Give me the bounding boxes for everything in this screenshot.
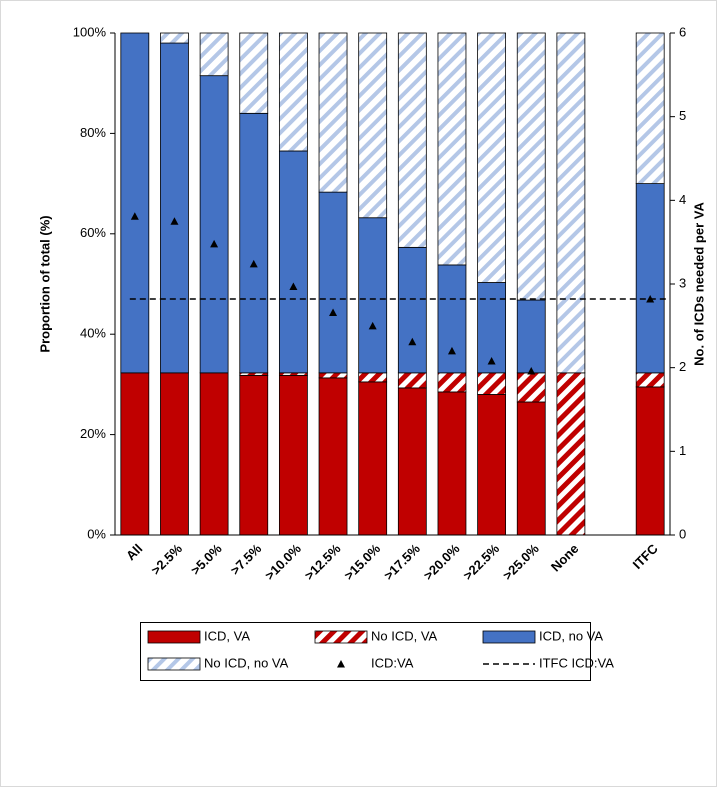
legend-label: ICD:VA bbox=[371, 655, 414, 670]
bar-segment bbox=[199, 372, 229, 536]
legend-swatch bbox=[314, 630, 368, 644]
marker bbox=[289, 282, 298, 291]
marker bbox=[487, 356, 496, 365]
bar-segment bbox=[635, 372, 665, 388]
bar-segment bbox=[318, 372, 348, 379]
bar-segment bbox=[516, 32, 546, 301]
bar-segment bbox=[516, 401, 546, 536]
y2-tick-label: 4 bbox=[679, 192, 686, 207]
legend-swatch bbox=[482, 630, 536, 644]
bar-segment bbox=[397, 32, 427, 248]
bar-segment bbox=[278, 374, 308, 536]
bar-segment bbox=[516, 372, 546, 403]
marker bbox=[527, 367, 536, 375]
bar-segment bbox=[477, 394, 507, 536]
y-tick-label: 40% bbox=[80, 326, 106, 341]
bar-segment bbox=[239, 32, 269, 114]
bar-segment bbox=[437, 264, 467, 374]
y2-tick-label: 0 bbox=[679, 526, 686, 541]
legend-label: ICD, VA bbox=[204, 628, 250, 643]
bar-segment bbox=[437, 372, 467, 393]
marker bbox=[249, 259, 258, 268]
y-tick-label: 100% bbox=[73, 24, 107, 39]
legend-swatch bbox=[147, 657, 201, 671]
bar-segment bbox=[160, 42, 189, 374]
bar-segment bbox=[556, 372, 586, 536]
y2-axis-label: No. of ICDs needed per VA bbox=[691, 202, 706, 366]
bar-segment bbox=[318, 32, 348, 193]
legend-box bbox=[140, 622, 591, 681]
bar-segment bbox=[120, 372, 150, 536]
y2-tick-label: 2 bbox=[679, 359, 686, 374]
bar-segment bbox=[278, 32, 308, 152]
y-axis-label: Proportion of total (%) bbox=[37, 215, 52, 352]
legend-label: No ICD, no VA bbox=[204, 655, 289, 670]
bar-segment bbox=[477, 32, 507, 283]
y2-tick-label: 6 bbox=[679, 24, 686, 39]
marker bbox=[170, 217, 179, 225]
bar-segment bbox=[635, 32, 665, 185]
marker bbox=[329, 308, 338, 316]
y2-tick-label: 3 bbox=[679, 275, 686, 290]
bar-segment bbox=[556, 32, 586, 374]
legend-label: No ICD, VA bbox=[371, 628, 438, 643]
y2-tick-label: 5 bbox=[679, 108, 686, 123]
marker bbox=[368, 321, 377, 330]
bar-segment bbox=[635, 386, 665, 536]
marker bbox=[408, 337, 417, 346]
legend-swatch bbox=[147, 630, 201, 644]
bar-segment bbox=[437, 32, 467, 266]
y-tick-label: 60% bbox=[80, 225, 106, 240]
marker bbox=[130, 212, 139, 220]
y2-tick-label: 1 bbox=[679, 443, 686, 458]
bar-segment bbox=[437, 391, 467, 536]
bar-segment bbox=[397, 246, 427, 374]
legend-swatch bbox=[337, 660, 345, 668]
legend-label: ITFC ICD:VA bbox=[539, 655, 614, 670]
bar-segment bbox=[120, 32, 150, 374]
bar-segment bbox=[516, 299, 546, 374]
bar-segment bbox=[635, 183, 665, 374]
y-tick-label: 20% bbox=[80, 426, 106, 441]
marker bbox=[210, 239, 219, 248]
bar-segment bbox=[199, 32, 229, 77]
bar-segment bbox=[477, 372, 507, 395]
bar-segment bbox=[358, 32, 388, 219]
marker bbox=[447, 346, 456, 355]
bar-segment bbox=[358, 381, 388, 536]
bar-segment bbox=[358, 372, 388, 383]
bar-segment bbox=[160, 372, 189, 536]
y-tick-label: 80% bbox=[80, 125, 106, 140]
bar-segment bbox=[278, 150, 308, 374]
bar-segment bbox=[358, 217, 388, 374]
bar-segment bbox=[160, 32, 189, 44]
y-tick-label: 0% bbox=[87, 526, 106, 541]
bar-segment bbox=[318, 191, 348, 374]
bar-segment bbox=[199, 75, 229, 374]
bar-segment bbox=[239, 112, 269, 374]
bar-segment bbox=[397, 387, 427, 536]
bar-segment bbox=[318, 377, 348, 536]
legend-label: ICD, no VA bbox=[539, 628, 603, 643]
bar-segment bbox=[397, 372, 427, 389]
bar-segment bbox=[239, 374, 269, 536]
